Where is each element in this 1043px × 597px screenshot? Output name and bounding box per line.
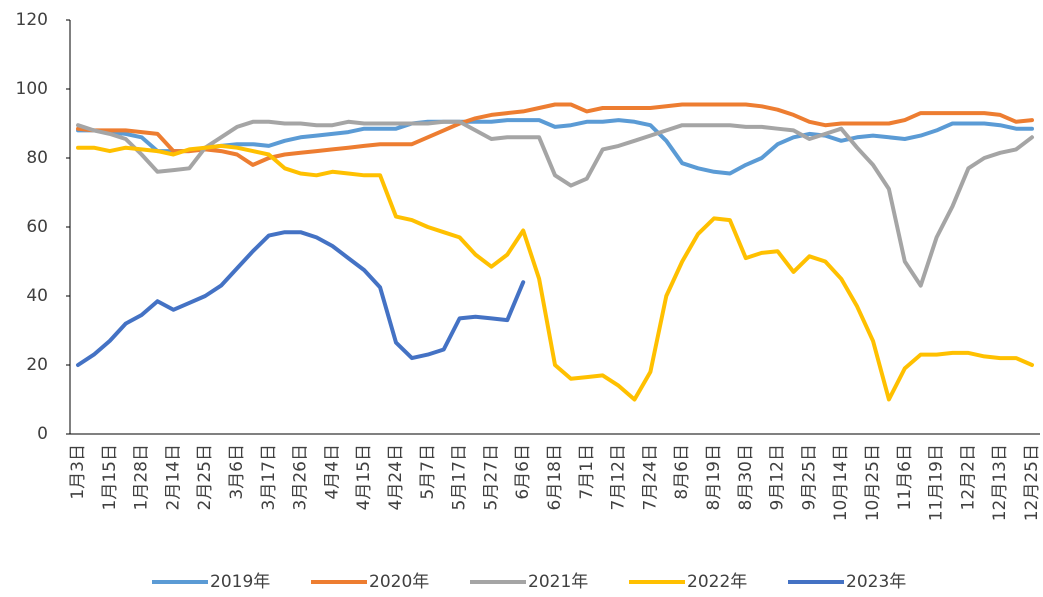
- x-tick-label: 10月14日: [831, 444, 851, 521]
- series-line: [76, 118, 1034, 176]
- x-tick-label: 3月26日: [291, 444, 311, 510]
- x-tick-label: 8月30日: [736, 444, 756, 510]
- x-tick-label: 11月6日: [895, 444, 915, 510]
- legend-label: 2020年: [369, 572, 429, 592]
- x-tick-label: 11月19日: [927, 444, 947, 521]
- x-tick-label: 4月15日: [354, 444, 374, 510]
- series-line: [76, 119, 1034, 288]
- x-tick-label: 10月25日: [863, 444, 883, 521]
- x-tick-label: 2月14日: [163, 444, 183, 510]
- y-tick-label: 40: [26, 286, 48, 306]
- x-tick-label: 8月6日: [672, 444, 692, 500]
- x-tick-label: 5月27日: [481, 444, 501, 510]
- series-line: [76, 230, 526, 367]
- y-tick-label: 100: [16, 79, 48, 99]
- y-tick-label: 60: [26, 217, 48, 237]
- x-tick-label: 1月3日: [68, 444, 88, 500]
- legend-label: 2023年: [846, 572, 906, 592]
- x-tick-label: 4月24日: [386, 444, 406, 510]
- legend-label: 2022年: [687, 572, 747, 592]
- legend-label: 2019年: [210, 572, 270, 592]
- x-tick-label: 6月6日: [513, 444, 533, 500]
- x-tick-label: 5月17日: [450, 444, 470, 510]
- x-tick-label: 9月12日: [768, 444, 788, 510]
- series-line: [76, 143, 1034, 402]
- y-tick-label: 80: [26, 148, 48, 168]
- y-tick-label: 20: [26, 355, 48, 375]
- x-tick-label: 7月1日: [577, 444, 597, 500]
- x-tick-label: 6月18日: [545, 444, 565, 510]
- x-tick-label: 12月25日: [1022, 444, 1042, 521]
- x-tick-label: 7月12日: [609, 444, 629, 510]
- x-tick-label: 3月6日: [227, 444, 247, 500]
- x-tick-label: 5月7日: [418, 444, 438, 500]
- x-tick-label: 9月25日: [799, 444, 819, 510]
- x-tick-label: 1月28日: [132, 444, 152, 510]
- series-line: [76, 102, 1034, 167]
- x-tick-label: 12月2日: [958, 444, 978, 510]
- x-tick-label: 12月13日: [990, 444, 1010, 521]
- x-tick-label: 2月25日: [195, 444, 215, 510]
- y-tick-label: 0: [37, 424, 48, 444]
- x-tick-label: 3月17日: [259, 444, 279, 510]
- x-tick-label: 7月24日: [640, 444, 660, 510]
- legend-label: 2021年: [528, 572, 588, 592]
- x-tick-label: 4月4日: [322, 444, 342, 500]
- x-tick-label: 8月19日: [704, 444, 724, 510]
- y-tick-label: 120: [16, 10, 48, 30]
- x-tick-label: 1月15日: [100, 444, 120, 510]
